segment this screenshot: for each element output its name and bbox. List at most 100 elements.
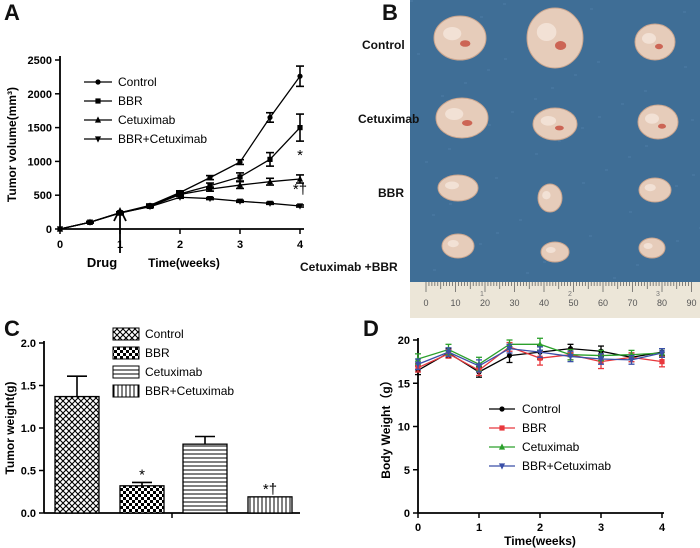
cloth-texture bbox=[582, 182, 585, 184]
drug-label: Drug bbox=[87, 255, 117, 270]
cloth-texture bbox=[675, 185, 678, 187]
data-point bbox=[176, 194, 184, 201]
data-point bbox=[56, 226, 64, 233]
legend-label: Cetuximab bbox=[145, 365, 203, 379]
tumor-highlight bbox=[445, 108, 464, 120]
ruler-small-number: 1 bbox=[480, 291, 484, 298]
tumor-highlight bbox=[542, 191, 551, 200]
legend-label: BBR bbox=[118, 94, 143, 108]
x-tick-label: 3 bbox=[598, 522, 604, 534]
data-point bbox=[297, 73, 303, 79]
y-tick-label: 10 bbox=[398, 422, 410, 434]
legend-marker bbox=[499, 425, 505, 431]
ruler-number: 20 bbox=[480, 298, 490, 308]
legend-marker bbox=[498, 443, 506, 450]
tumor-row-label: Control bbox=[362, 38, 405, 52]
cloth-texture bbox=[598, 116, 601, 118]
tumor-photo: 0 10 20 30 40 50 60 70 80 90 1 2 3 bbox=[410, 0, 700, 318]
tumor-highlight bbox=[642, 33, 656, 44]
legend-label: Control bbox=[145, 327, 184, 341]
cloth-texture bbox=[496, 232, 499, 234]
bar bbox=[54, 395, 100, 514]
x-tick-label: 0 bbox=[415, 522, 421, 534]
legend-label: BBR+Cetuximab bbox=[118, 132, 207, 146]
data-point bbox=[536, 349, 544, 356]
ruler bbox=[410, 282, 700, 318]
cloth-texture bbox=[543, 261, 546, 263]
ruler-small-number: 3 bbox=[656, 291, 660, 298]
ruler-number: 50 bbox=[568, 298, 578, 308]
y-tick-label: 500 bbox=[34, 190, 52, 202]
data-point bbox=[266, 178, 274, 185]
ruler-number: 30 bbox=[509, 298, 519, 308]
tumor-blood-spot bbox=[462, 120, 473, 126]
tumor-blood-spot bbox=[555, 125, 564, 131]
cloth-texture bbox=[511, 111, 514, 113]
ruler-number: 80 bbox=[657, 298, 667, 308]
cloth-texture bbox=[605, 169, 608, 171]
legend-marker bbox=[499, 406, 505, 412]
y-tick-label: 15 bbox=[398, 378, 410, 390]
legend-label: Cetuximab bbox=[522, 440, 580, 454]
cloth-texture bbox=[441, 95, 444, 97]
x-tick-label: 0 bbox=[57, 239, 63, 251]
cloth-texture bbox=[535, 153, 538, 155]
tumor-sample bbox=[537, 183, 563, 213]
cloth-texture bbox=[558, 140, 561, 142]
data-point bbox=[116, 210, 124, 217]
significance-mark: *† bbox=[293, 181, 307, 198]
cloth-texture bbox=[613, 277, 616, 279]
y-tick-label: 1.0 bbox=[21, 423, 36, 435]
legend-swatch bbox=[112, 365, 140, 379]
legend-swatch bbox=[112, 384, 140, 398]
legend-label: Control bbox=[522, 402, 561, 416]
x-axis-label: Time(weeks) bbox=[148, 256, 220, 270]
bar bbox=[182, 443, 228, 514]
cloth-texture bbox=[417, 53, 420, 55]
ruler-number: 70 bbox=[627, 298, 637, 308]
cloth-texture bbox=[495, 177, 498, 179]
data-point bbox=[267, 156, 273, 162]
legend-swatch bbox=[112, 346, 140, 360]
cloth-texture bbox=[644, 90, 647, 92]
data-point bbox=[506, 352, 513, 359]
cloth-texture bbox=[621, 103, 624, 105]
tumor-blood-spot bbox=[460, 40, 471, 47]
tumor-row-label: Cetuximab bbox=[358, 112, 420, 126]
legend-marker bbox=[94, 116, 102, 123]
cloth-texture bbox=[590, 8, 593, 10]
data-point bbox=[297, 125, 303, 131]
y-tick-label: 1.5 bbox=[21, 381, 36, 393]
cloth-texture bbox=[449, 203, 452, 205]
bar bbox=[247, 496, 293, 514]
cloth-texture bbox=[692, 174, 695, 176]
y-tick-label: 20 bbox=[398, 335, 410, 347]
x-tick-label: 4 bbox=[659, 522, 666, 534]
cloth-texture bbox=[645, 145, 648, 147]
cloth-texture bbox=[487, 69, 490, 71]
data-point bbox=[206, 195, 214, 203]
ruler-number: 40 bbox=[539, 298, 549, 308]
y-tick-label: 2.0 bbox=[21, 338, 36, 350]
legend-marker bbox=[95, 98, 101, 104]
series-line bbox=[59, 178, 301, 230]
drug-arrowhead bbox=[113, 206, 127, 222]
tumor-highlight bbox=[536, 23, 557, 41]
y-axis-label: Tumor volume(mm³) bbox=[5, 87, 19, 202]
data-point bbox=[267, 114, 273, 121]
x-tick-label: 1 bbox=[476, 522, 482, 534]
y-tick-label: 0 bbox=[46, 224, 52, 236]
cloth-texture bbox=[432, 214, 435, 216]
cloth-texture bbox=[684, 66, 687, 68]
cloth-texture bbox=[589, 235, 592, 237]
data-point bbox=[236, 181, 244, 188]
data-point bbox=[237, 159, 243, 165]
panel-a-letter: A bbox=[4, 0, 20, 25]
cloth-texture bbox=[519, 219, 522, 221]
cloth-texture bbox=[479, 243, 482, 245]
cloth-texture bbox=[691, 119, 694, 121]
cloth-texture bbox=[464, 82, 467, 84]
cloth-texture bbox=[410, 0, 413, 2]
x-axis-label: Time(weeks) bbox=[504, 534, 576, 548]
legend-label: BBR bbox=[145, 346, 170, 360]
